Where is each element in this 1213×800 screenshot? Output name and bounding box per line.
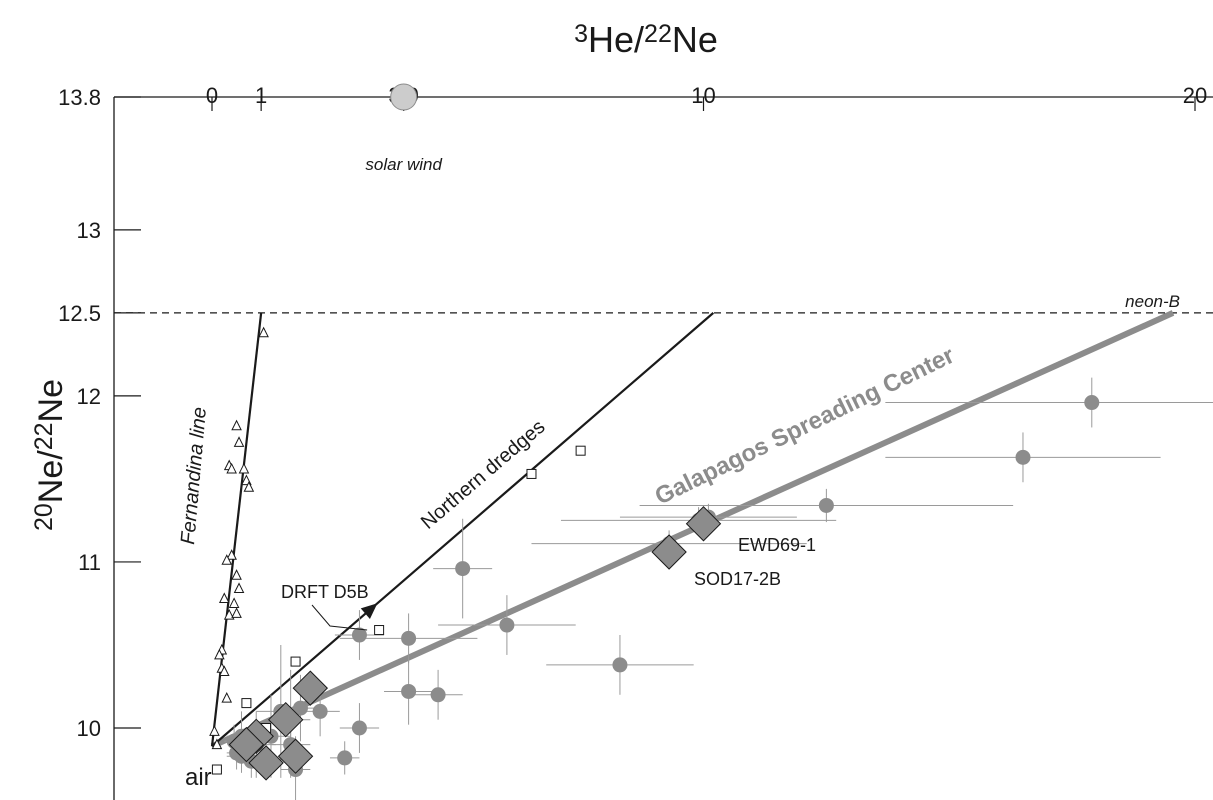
solar-wind-label: solar wind xyxy=(365,155,442,174)
solar-wind-point xyxy=(390,83,418,111)
gray-diamond-point xyxy=(292,670,329,706)
open-square-point xyxy=(526,468,537,479)
open-triangle-point xyxy=(221,691,233,703)
open-square-point xyxy=(290,656,301,667)
y-tick-label: 11 xyxy=(78,550,101,575)
drft-label: DRFT D5B xyxy=(281,582,369,602)
gray-diamond-point xyxy=(685,506,722,542)
gray-circle-point xyxy=(430,687,446,703)
open-triangle-point xyxy=(231,419,242,431)
y-tick-label: 12 xyxy=(77,384,101,409)
open-square-point xyxy=(211,764,222,775)
open-triangle-point xyxy=(209,725,220,736)
gray-circle-point xyxy=(292,700,308,716)
gray-circle-point xyxy=(818,497,834,513)
open-triangle-point xyxy=(214,648,225,660)
x-axis-title: 3He/22Ne xyxy=(574,19,718,60)
gray-circle-point xyxy=(401,630,417,646)
y-tick-label: 13 xyxy=(77,218,101,243)
gray-circle-point xyxy=(455,561,471,577)
gray-circle-point xyxy=(1084,395,1100,411)
x-tick-label: 1 xyxy=(255,83,267,108)
trend-lines xyxy=(114,310,1213,750)
gray-circle-point xyxy=(312,703,328,719)
open-triangle-point xyxy=(228,597,240,608)
open-triangle-point xyxy=(211,738,223,750)
diamond-label: SOD17-2B xyxy=(694,569,781,589)
open-triangle-point xyxy=(233,436,245,447)
open-square-point xyxy=(374,625,385,636)
y-axis-title: 20Ne/22Ne xyxy=(30,379,70,531)
open-triangle-point xyxy=(218,592,230,603)
y-tick-label: 12.5 xyxy=(58,301,101,326)
open-triangle-point xyxy=(238,462,250,474)
data-points xyxy=(209,83,1213,800)
y-tick-label: 13.8 xyxy=(58,85,101,110)
x-tick-label: 0 xyxy=(206,83,218,108)
open-triangle-point xyxy=(231,607,242,618)
gray-circle-point xyxy=(351,627,367,643)
gsc-label: Galapagos Spreading Center xyxy=(651,342,959,511)
gray-circle-point xyxy=(351,720,367,736)
x-tick-label: 20 xyxy=(1183,83,1207,108)
gray-diamond-point xyxy=(651,534,687,570)
gray-circle-point xyxy=(337,750,353,766)
open-triangle-point xyxy=(218,665,230,677)
gray-circle-point xyxy=(401,683,417,699)
open-triangle-point xyxy=(233,582,245,594)
open-square-point xyxy=(575,445,586,456)
open-triangle-point xyxy=(223,608,235,620)
gray-diamond-point xyxy=(228,726,265,763)
fernandina-line xyxy=(210,312,263,747)
northern-dredges-arrowhead xyxy=(360,603,378,620)
gray-diamond-point xyxy=(248,745,284,781)
gray-diamond-point xyxy=(277,738,314,774)
drft-leader xyxy=(311,604,368,631)
open-triangle-point xyxy=(243,481,255,492)
gray-circle-point xyxy=(499,617,515,633)
gray-circle-point xyxy=(1015,449,1031,465)
gray-diamond-point xyxy=(268,701,304,738)
y-tick-label: 10 xyxy=(77,716,101,741)
gray-circle-point xyxy=(612,657,628,673)
open-triangle-point xyxy=(258,326,269,338)
open-triangle-point xyxy=(231,569,242,580)
open-triangle-point xyxy=(226,549,237,560)
x-tick-label: 10 xyxy=(691,83,715,108)
air-label: air xyxy=(185,764,212,791)
neon-b-label: neon-B xyxy=(1125,292,1180,311)
open-triangle-point xyxy=(226,462,237,474)
fernandina-line-label: Fernandina line xyxy=(177,406,211,545)
open-triangle-point xyxy=(221,554,233,565)
open-square-point xyxy=(241,698,252,709)
diamond-label: EWD69-1 xyxy=(738,535,816,555)
